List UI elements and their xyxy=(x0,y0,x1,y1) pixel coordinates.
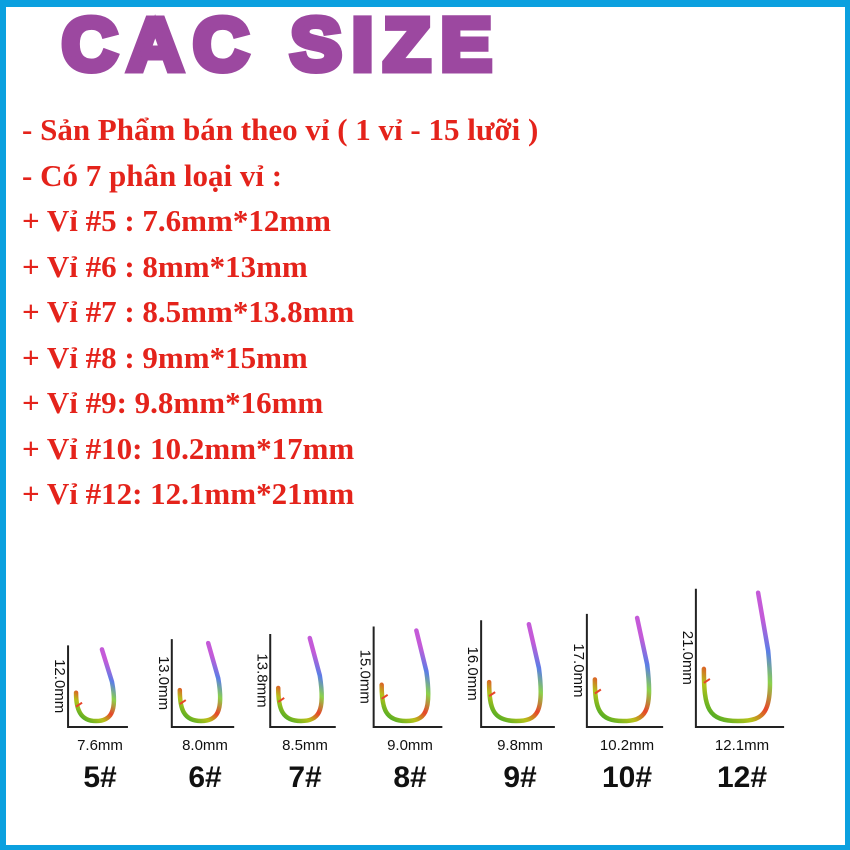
width-label: 8.0mm xyxy=(182,737,228,754)
size-label: 6# xyxy=(188,761,222,794)
size-label: 10# xyxy=(602,761,652,794)
size-label: 7# xyxy=(288,761,322,794)
dimension-bracket xyxy=(67,645,128,728)
hook-barb xyxy=(277,697,285,703)
title-text: CAC SIZE xyxy=(62,4,502,84)
hook-barb xyxy=(381,693,389,700)
fish-hook-image xyxy=(177,640,223,724)
height-label: 15.0mm xyxy=(357,650,374,704)
dimension-bracket xyxy=(480,620,555,728)
height-label: 13.0mm xyxy=(155,656,172,710)
size-label: 5# xyxy=(83,761,117,794)
hook-barb xyxy=(488,691,496,697)
size-line: + Vỉ #6 : 8mm*13mm xyxy=(22,248,308,284)
hook-barb xyxy=(703,678,711,684)
description-line: - Sản Phẩm bán theo vỉ ( 1 vỉ - 15 lưỡi … xyxy=(22,112,539,147)
dimension-bracket xyxy=(585,613,664,728)
fish-hook-image xyxy=(592,615,652,724)
description-list: - Sản Phẩm bán theo vỉ ( 1 vỉ - 15 lưỡi … xyxy=(22,107,538,517)
size-label: 9# xyxy=(503,761,537,794)
dimension-bracket xyxy=(269,634,336,728)
fish-hook-image xyxy=(379,628,431,724)
fish-hook-image xyxy=(73,647,117,724)
fish-hook-image xyxy=(701,590,773,724)
size-label: 8# xyxy=(393,761,427,794)
size-label: 12# xyxy=(717,761,767,794)
size-line: + Vỉ #7 : 8.5mm*13.8mm xyxy=(22,294,355,329)
title-banner: CAC SIZE xyxy=(52,0,512,90)
dimension-bracket xyxy=(170,639,235,728)
fish-hook-image xyxy=(486,621,544,724)
size-line: + Vỉ #5 : 7.6mm*12mm xyxy=(22,203,331,238)
description-line: - Có 7 phân loại vỉ : xyxy=(22,157,283,193)
height-label: 21.0mm xyxy=(679,631,696,685)
dimension-bracket xyxy=(694,588,785,728)
size-line: + Vỉ #10: 10.2mm*17mm xyxy=(22,430,355,466)
hook-barb xyxy=(594,688,602,695)
width-label: 8.5mm xyxy=(282,737,328,754)
height-label: 16.0mm xyxy=(464,647,481,701)
hook-barb xyxy=(179,699,187,705)
height-label: 17.0mm xyxy=(570,643,587,697)
width-label: 9.0mm xyxy=(387,737,433,754)
hook-barb xyxy=(75,701,83,708)
width-label: 12.1mm xyxy=(715,737,769,754)
fish-hook-image xyxy=(275,635,325,724)
size-line: + Vỉ #8 : 9mm*15mm xyxy=(22,339,308,375)
height-label: 12.0mm xyxy=(51,659,68,713)
width-label: 7.6mm xyxy=(77,737,123,754)
size-line: + Vỉ #12: 12.1mm*21mm xyxy=(22,476,355,511)
width-label: 10.2mm xyxy=(600,737,654,754)
width-label: 9.8mm xyxy=(497,737,543,754)
dimension-bracket xyxy=(372,626,443,728)
height-label: 13.8mm xyxy=(253,653,270,707)
size-line: + Vỉ #9: 9.8mm*16mm xyxy=(22,385,324,420)
